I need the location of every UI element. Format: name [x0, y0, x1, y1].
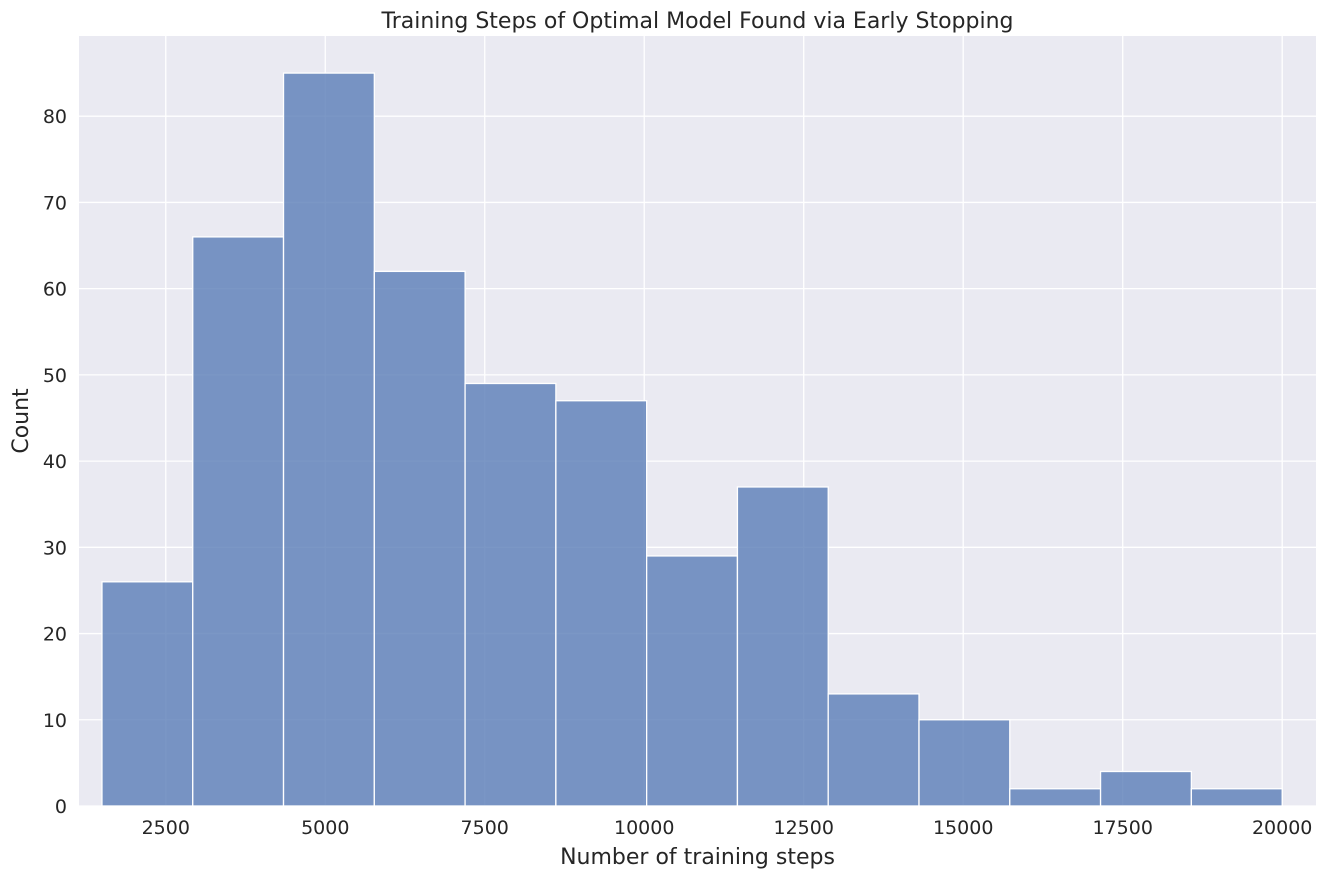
x-tick-label: 7500 — [461, 817, 509, 839]
y-tick-label: 60 — [43, 279, 67, 301]
x-tick-label: 17500 — [1092, 817, 1152, 839]
x-tick-label: 20000 — [1252, 817, 1312, 839]
histogram-bar — [464, 382, 557, 807]
x-tick-label: 12500 — [773, 817, 833, 839]
x-tick-labels: 2500 5000 7500 10000 12500 15000 17500 20000 — [142, 817, 1313, 839]
histogram-bar — [1190, 788, 1283, 807]
histogram-bar — [918, 719, 1011, 807]
y-axis-label: Count — [9, 388, 34, 454]
x-axis-label: Number of training steps — [560, 845, 835, 870]
histogram-bar — [192, 236, 285, 807]
y-tick-label: 50 — [43, 365, 67, 387]
y-tick-label: 40 — [43, 451, 67, 473]
y-tick-label: 0 — [55, 796, 67, 818]
histogram-bar — [736, 486, 829, 807]
y-tick-labels: 0 10 20 30 40 50 60 70 80 — [43, 106, 67, 818]
y-tick-label: 10 — [43, 710, 67, 732]
histogram-bar — [101, 581, 194, 807]
x-tick-label: 10000 — [614, 817, 674, 839]
y-tick-label: 70 — [43, 192, 67, 214]
y-tick-label: 20 — [43, 624, 67, 646]
y-tick-label: 30 — [43, 537, 67, 559]
x-tick-label: 2500 — [142, 817, 190, 839]
bars — [101, 72, 1283, 807]
histogram-bar — [1099, 770, 1192, 807]
histogram-bar — [827, 693, 920, 807]
histogram-bar — [373, 270, 466, 807]
histogram-bar — [282, 72, 375, 807]
chart-title: Training Steps of Optimal Model Found vi… — [381, 9, 1014, 34]
histogram-bar — [555, 400, 648, 807]
x-tick-label: 5000 — [301, 817, 349, 839]
x-tick-label: 15000 — [933, 817, 993, 839]
histogram-bar — [646, 555, 739, 807]
y-tick-label: 80 — [43, 106, 67, 128]
histogram-bar — [1009, 788, 1102, 807]
